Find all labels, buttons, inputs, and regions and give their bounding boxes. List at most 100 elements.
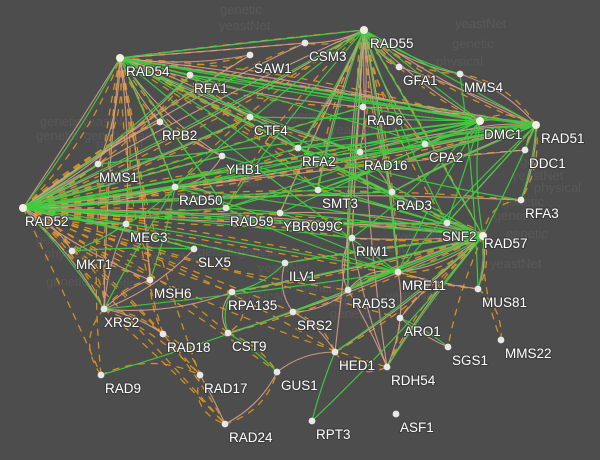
graph-node[interactable]: HED1 <box>331 348 376 374</box>
graph-node[interactable]: RFA3 <box>517 196 560 222</box>
graph-node[interactable]: DMC1 <box>476 117 523 143</box>
graph-node[interactable]: GUS1 <box>273 368 319 394</box>
node-dot-rad51[interactable] <box>532 121 540 129</box>
node-dot-rad6[interactable] <box>359 103 367 111</box>
graph-node[interactable]: RAD59 <box>222 204 275 230</box>
graph-node[interactable]: RFA1 <box>186 71 229 97</box>
node-dot-ddc1[interactable] <box>521 146 529 154</box>
graph-node[interactable]: RAD51 <box>532 121 586 147</box>
node-dot-rim1[interactable] <box>348 234 356 242</box>
graph-node[interactable]: MUS81 <box>474 285 528 311</box>
node-dot-rad3[interactable] <box>388 188 396 196</box>
graph-node[interactable]: CPA2 <box>421 140 464 166</box>
node-dot-slx5[interactable] <box>190 245 198 253</box>
node-dot-gfa1[interactable] <box>395 63 403 71</box>
node-dot-mms22[interactable] <box>497 336 505 344</box>
graph-node[interactable]: YBR099C <box>276 209 344 235</box>
node-dot-yhb1[interactable] <box>218 152 226 160</box>
node-dot-xrs2[interactable] <box>100 305 108 313</box>
graph-node[interactable]: ASF1 <box>392 410 435 436</box>
graph-node[interactable]: SMT3 <box>314 186 359 212</box>
graph-node[interactable]: RDH54 <box>383 363 437 389</box>
node-dot-msh6[interactable] <box>146 276 154 284</box>
node-dot-rad16[interactable] <box>356 148 364 156</box>
node-dot-aro1[interactable] <box>396 314 404 322</box>
node-dot-mms1[interactable] <box>94 160 102 168</box>
node-dot-gus1[interactable] <box>273 368 281 376</box>
graph-node[interactable]: MMS4 <box>456 70 505 96</box>
graph-node[interactable]: DDC1 <box>521 146 567 172</box>
graph-node[interactable]: MRE11 <box>394 268 447 294</box>
node-dot-rad50[interactable] <box>171 183 179 191</box>
node-dot-mms4[interactable] <box>456 70 464 78</box>
graph-node[interactable]: MSH6 <box>146 276 193 302</box>
node-dot-rfa1[interactable] <box>186 71 194 79</box>
graph-node[interactable]: RAD54 <box>116 54 171 80</box>
graph-node[interactable]: SLX5 <box>190 245 232 271</box>
node-dot-ctf4[interactable] <box>246 113 254 121</box>
node-dot-rpt3[interactable] <box>308 417 316 425</box>
node-dot-rad57[interactable] <box>443 219 451 227</box>
node-dot-dmc1[interactable] <box>476 117 484 125</box>
graph-node[interactable]: RAD55 <box>360 26 415 52</box>
node-dot-smt3[interactable] <box>314 186 322 194</box>
node-dot-srs2[interactable] <box>289 308 297 316</box>
graph-node[interactable]: ILV1 <box>281 259 317 285</box>
node-dot-hed1[interactable] <box>331 348 339 356</box>
graph-node[interactable]: SNF2 <box>441 228 487 245</box>
graph-node[interactable]: RAD53 <box>344 286 397 312</box>
graph-node[interactable]: RFA2 <box>294 144 337 170</box>
node-dot-rad17[interactable] <box>196 371 204 379</box>
node-dot-ilv1[interactable] <box>281 259 289 267</box>
graph-node[interactable]: RAD50 <box>171 183 224 209</box>
graph-node[interactable]: MMS1 <box>94 160 139 186</box>
graph-node[interactable]: CST9 <box>224 329 268 355</box>
node-dot-rdh54[interactable] <box>383 363 391 371</box>
node-dot-mus81[interactable] <box>474 285 482 293</box>
graph-node[interactable]: RAD18 <box>159 330 212 356</box>
graph-node[interactable]: RAD17 <box>196 371 249 397</box>
node-dot-cpa2[interactable] <box>421 140 429 148</box>
node-dot-rfa3[interactable] <box>517 196 525 204</box>
graph-node[interactable]: CSM3 <box>301 39 348 65</box>
graph-node[interactable]: GFA1 <box>395 63 439 89</box>
node-dot-saw1[interactable] <box>246 51 254 59</box>
graph-node[interactable]: RPA135 <box>227 288 278 314</box>
graph-node[interactable]: MKT1 <box>68 247 113 273</box>
node-dot-rad55[interactable] <box>360 26 368 34</box>
graph-node[interactable]: RAD3 <box>388 188 433 214</box>
node-dot-csm3[interactable] <box>301 39 309 47</box>
node-dot-rad53[interactable] <box>344 286 352 294</box>
node-dot-rad9[interactable] <box>97 371 105 379</box>
node-dot-rpb2[interactable] <box>156 118 164 126</box>
node-dot-rad59[interactable] <box>222 204 230 212</box>
node-dot-mre11[interactable] <box>394 268 402 276</box>
graph-node[interactable]: RAD52 <box>19 204 70 230</box>
graph-node[interactable]: MEC3 <box>122 220 169 246</box>
graph-node[interactable]: RAD9 <box>97 371 142 397</box>
node-dot-cst9[interactable] <box>224 329 232 337</box>
graph-node[interactable]: SGS1 <box>444 343 489 369</box>
node-dot-mkt1[interactable] <box>68 247 76 255</box>
node-dot-rpa135[interactable] <box>228 288 236 296</box>
graph-node[interactable]: RPT3 <box>308 417 352 443</box>
graph-node[interactable]: RAD57 <box>443 219 529 252</box>
node-dot-sgs1[interactable] <box>444 343 452 351</box>
graph-node[interactable]: MMS22 <box>497 336 553 362</box>
graph-node[interactable]: RIM1 <box>348 234 389 260</box>
node-dot-rad18[interactable] <box>159 330 167 338</box>
node-dot-rad54[interactable] <box>116 54 124 62</box>
graph-node[interactable]: ARO1 <box>396 314 442 340</box>
node-dot-rad24[interactable] <box>221 420 229 428</box>
graph-node[interactable]: RAD6 <box>359 103 404 129</box>
graph-node[interactable]: XRS2 <box>100 305 140 331</box>
graph-node[interactable]: CTF4 <box>246 113 289 139</box>
graph-node[interactable]: RPB2 <box>156 118 198 144</box>
graph-node[interactable]: RAD16 <box>356 148 409 174</box>
graph-node[interactable]: YHB1 <box>218 152 262 178</box>
graph-node[interactable]: SRS2 <box>289 308 333 334</box>
node-dot-rad52[interactable] <box>19 204 27 212</box>
node-dot-snf2[interactable] <box>479 232 487 240</box>
